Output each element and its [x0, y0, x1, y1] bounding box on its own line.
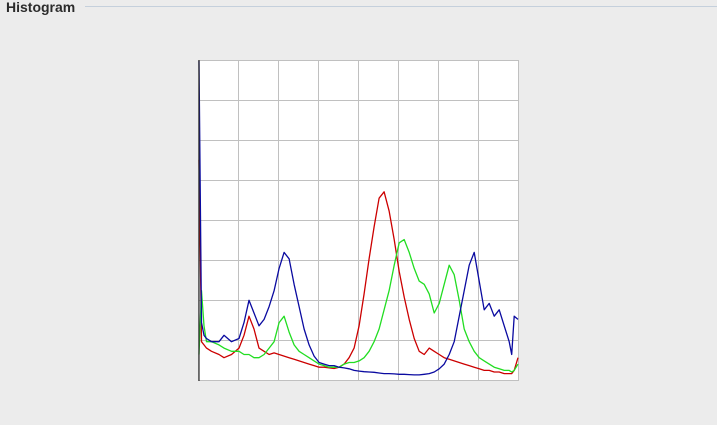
group-divider	[85, 6, 717, 7]
group-title: Histogram	[6, 0, 80, 15]
histogram-chart	[198, 60, 519, 381]
group-header: Histogram	[0, 0, 717, 16]
histogram-svg	[198, 60, 519, 381]
series-line-1	[198, 238, 519, 373]
series-line-0	[198, 159, 519, 375]
series-layer	[198, 60, 519, 376]
grid	[198, 60, 519, 381]
series-line-2	[198, 60, 519, 376]
